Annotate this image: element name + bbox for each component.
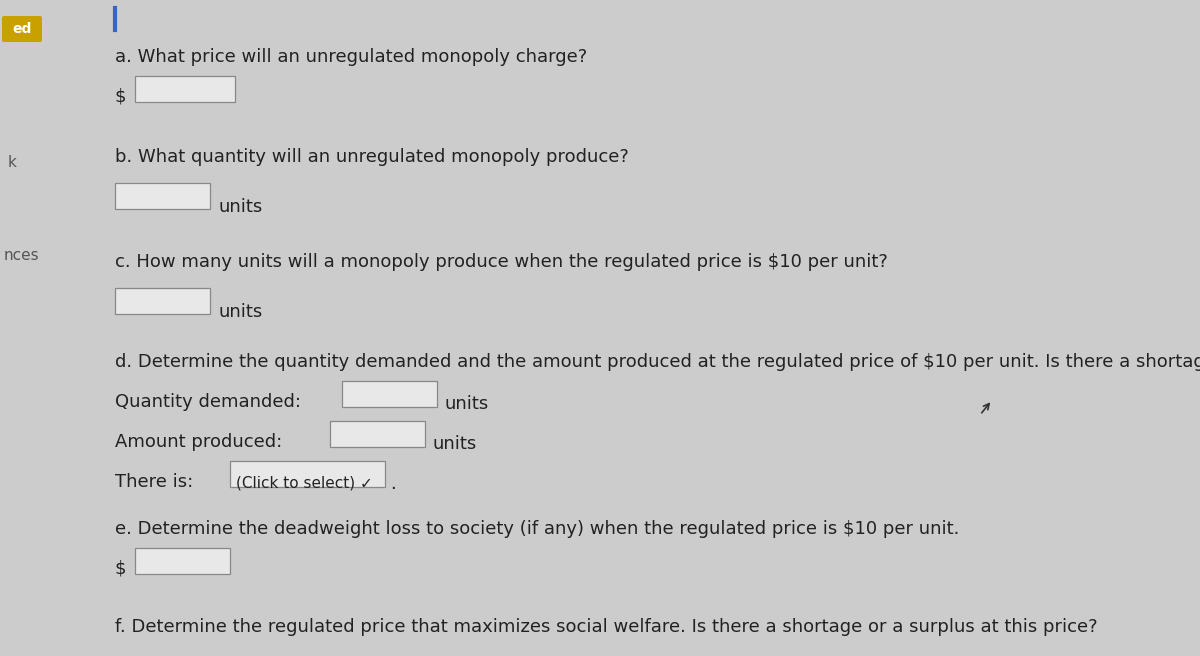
Text: k: k [8,155,17,170]
Text: ed: ed [12,22,31,36]
Text: $: $ [115,88,126,106]
Text: (Click to select) ✓: (Click to select) ✓ [236,475,373,490]
Text: Quantity demanded:: Quantity demanded: [115,393,301,411]
Text: units: units [445,395,490,413]
Text: e. Determine the deadweight loss to society (if any) when the regulated price is: e. Determine the deadweight loss to soci… [115,520,959,538]
Bar [134,548,230,574]
Bar [230,461,385,487]
Text: f. Determine the regulated price that maximizes social welfare. Is there a short: f. Determine the regulated price that ma… [115,618,1098,636]
Text: There is:: There is: [115,473,193,491]
FancyBboxPatch shape [2,16,42,42]
Text: $: $ [115,560,126,578]
Text: units: units [218,303,263,321]
Text: Amount produced:: Amount produced: [115,433,282,451]
Bar [330,421,425,447]
Bar [134,76,235,102]
Text: nces: nces [4,248,40,263]
Bar [342,381,437,407]
Text: b. What quantity will an unregulated monopoly produce?: b. What quantity will an unregulated mon… [115,148,629,166]
Text: a. What price will an unregulated monopoly charge?: a. What price will an unregulated monopo… [115,48,587,66]
Text: units: units [218,198,263,216]
Bar [115,288,210,314]
Text: d. Determine the quantity demanded and the amount produced at the regulated pric: d. Determine the quantity demanded and t… [115,353,1200,371]
Bar [115,183,210,209]
Text: c. How many units will a monopoly produce when the regulated price is $10 per un: c. How many units will a monopoly produc… [115,253,888,271]
Text: units: units [433,435,478,453]
Text: .: . [390,475,396,493]
